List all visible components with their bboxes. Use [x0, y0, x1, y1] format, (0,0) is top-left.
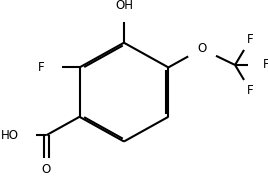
Text: F: F	[247, 84, 254, 97]
Text: O: O	[42, 163, 51, 176]
Text: OH: OH	[115, 0, 133, 12]
Text: F: F	[262, 58, 268, 72]
Text: F: F	[38, 61, 44, 74]
Text: HO: HO	[1, 129, 19, 142]
Text: O: O	[197, 42, 206, 55]
Text: F: F	[247, 33, 254, 46]
